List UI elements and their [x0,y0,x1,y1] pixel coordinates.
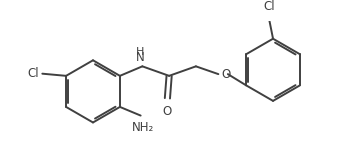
Text: O: O [163,105,172,118]
Text: Cl: Cl [263,0,274,13]
Text: H: H [136,47,144,57]
Text: Cl: Cl [27,67,39,80]
Text: O: O [221,68,230,81]
Text: NH₂: NH₂ [132,121,154,134]
Text: N: N [136,51,144,64]
